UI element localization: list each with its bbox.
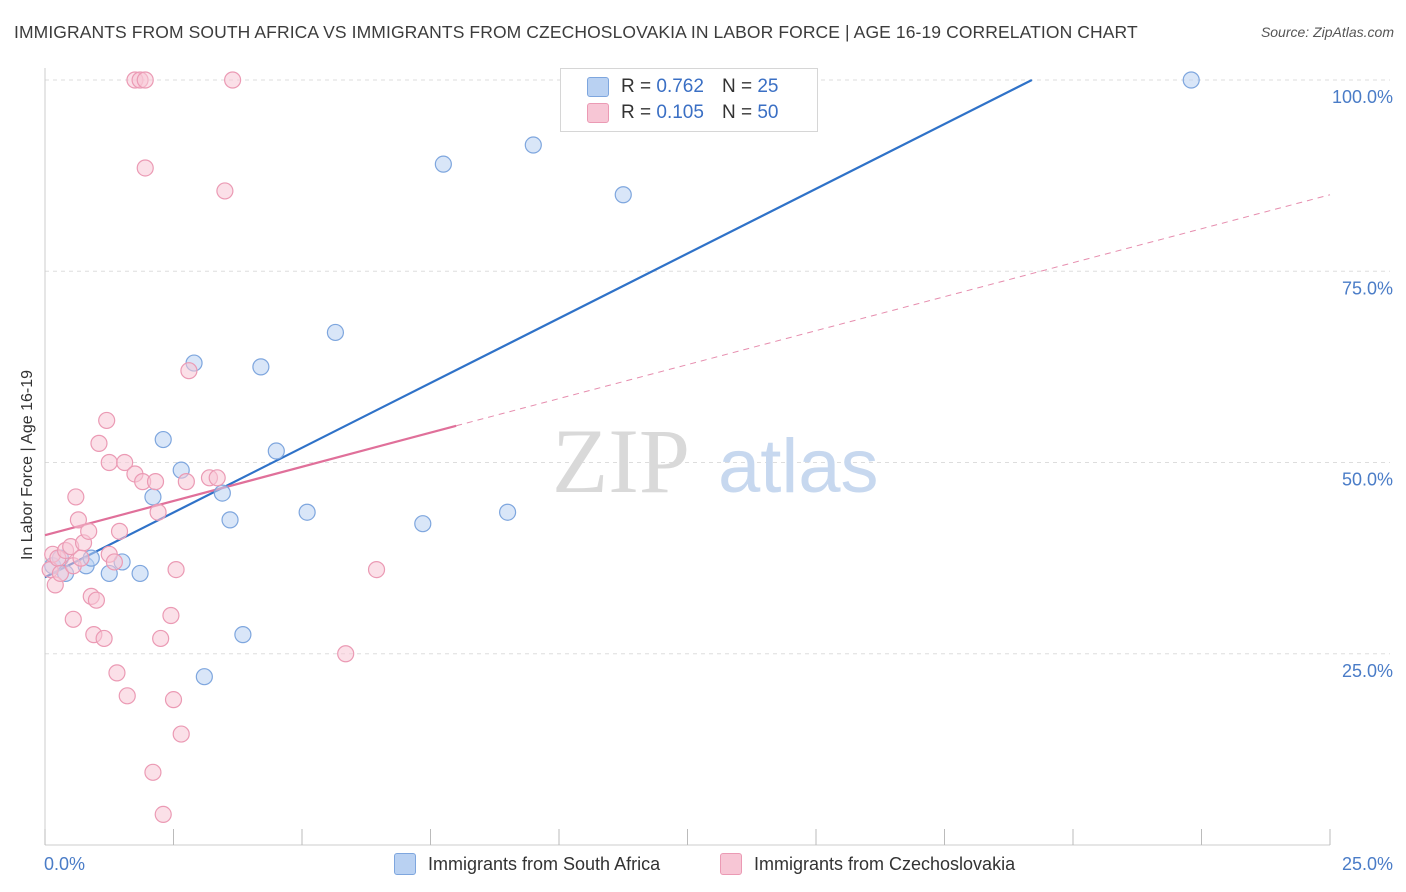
point-czechoslovakia (105, 553, 123, 571)
legend-n-label: N = (721, 76, 753, 97)
point-south-africa (252, 358, 270, 376)
point-czechoslovakia (95, 629, 113, 648)
point-czechoslovakia (337, 645, 355, 663)
point-south-africa (524, 136, 542, 154)
legend-item-south-africa: Immigrants from South Africa (394, 852, 660, 876)
legend-r-value: 0.105 (656, 102, 704, 123)
trend-extension-czechoslovakia (456, 194, 1331, 427)
point-czechoslovakia (180, 362, 198, 380)
point-czechoslovakia (100, 453, 118, 472)
legend-n-value: 25 (757, 76, 779, 97)
tick-labels: 25.0% 50.0% 75.0% 100.0% 0.0% 25.0% (44, 87, 1393, 874)
point-south-africa (221, 511, 239, 529)
point-czechoslovakia (154, 805, 172, 824)
legend-row-south-africa: R = 0.762 N = 25 (587, 75, 778, 99)
point-czechoslovakia (144, 763, 162, 781)
point-czechoslovakia (136, 71, 154, 89)
legend-n-label: N = (721, 102, 753, 123)
point-south-africa (499, 503, 517, 521)
y-tick-label: 100.0% (1332, 87, 1393, 107)
point-south-africa (298, 503, 316, 521)
point-south-africa (326, 323, 345, 342)
y-tick-label: 50.0% (1342, 470, 1393, 490)
watermark: ZIP atlas (552, 410, 879, 512)
point-south-africa (213, 484, 231, 502)
point-czechoslovakia (146, 473, 165, 491)
point-czechoslovakia (224, 71, 242, 89)
point-south-africa (195, 668, 213, 686)
point-czechoslovakia (164, 691, 183, 709)
point-czechoslovakia (177, 473, 195, 491)
x-tick-label: 25.0% (1342, 854, 1393, 874)
trend-lines (44, 79, 1331, 579)
legend-swatch-blue (587, 77, 609, 97)
point-czechoslovakia (167, 560, 185, 579)
point-south-africa (154, 430, 172, 449)
legend-swatch-blue (394, 853, 416, 875)
point-czechoslovakia (162, 606, 180, 625)
source-label: Source: ZipAtlas.com (1260, 24, 1394, 40)
legend-label: Immigrants from Czechoslovakia (754, 853, 1016, 874)
chart-title: IMMIGRANTS FROM SOUTH AFRICA VS IMMIGRAN… (14, 22, 1138, 42)
point-south-africa (414, 515, 432, 533)
point-czechoslovakia (80, 522, 98, 540)
legend-row-czechoslovakia: R = 0.105 N = 50 (587, 101, 778, 125)
grid-lines (45, 79, 1390, 655)
axes (44, 68, 1331, 846)
point-south-africa (434, 155, 452, 173)
point-czechoslovakia (69, 511, 88, 529)
legend-r-label: R = (621, 76, 652, 97)
point-czechoslovakia (208, 469, 226, 487)
point-south-africa (144, 488, 162, 506)
data-points (41, 71, 1200, 824)
watermark-zip: ZIP (552, 410, 690, 512)
point-czechoslovakia (64, 610, 82, 628)
point-czechoslovakia (118, 687, 136, 705)
point-czechoslovakia (116, 453, 134, 472)
legend-swatch-pink (720, 853, 742, 875)
point-czechoslovakia (136, 159, 154, 177)
point-czechoslovakia (51, 564, 70, 583)
legend-label: Immigrants from South Africa (428, 853, 661, 874)
legend-item-czechoslovakia: Immigrants from Czechoslovakia (720, 852, 1015, 876)
point-czechoslovakia (216, 182, 234, 200)
point-czechoslovakia (172, 725, 190, 743)
legend-n-value: 50 (757, 102, 779, 123)
point-czechoslovakia (67, 488, 85, 506)
point-czechoslovakia (87, 591, 106, 609)
point-czechoslovakia (152, 629, 170, 648)
legend-r-value: 0.762 (656, 76, 704, 97)
point-south-africa (131, 564, 149, 583)
point-czechoslovakia (110, 522, 129, 540)
point-czechoslovakia (90, 434, 108, 452)
stats-legend: R = 0.762 N = 25 R = 0.105 N = 50 (560, 68, 818, 132)
point-south-africa (614, 186, 632, 204)
y-tick-label: 25.0% (1342, 661, 1393, 681)
point-south-africa (1182, 71, 1200, 89)
point-south-africa (267, 442, 285, 460)
legend-r-label: R = (621, 102, 652, 123)
watermark-atlas: atlas (718, 424, 879, 509)
point-czechoslovakia (108, 664, 126, 682)
point-czechoslovakia (367, 560, 386, 579)
point-czechoslovakia (72, 549, 90, 567)
trend-line-czechoslovakia (44, 424, 457, 537)
y-tick-label: 75.0% (1342, 278, 1393, 298)
point-south-africa (234, 626, 252, 644)
y-axis-label: In Labor Force | Age 16-19 (19, 369, 36, 561)
trend-line-south-africa (44, 79, 1033, 579)
x-tick-label: 0.0% (44, 854, 85, 874)
point-czechoslovakia (149, 503, 167, 521)
legend-swatch-pink (587, 103, 609, 123)
point-czechoslovakia (98, 411, 116, 430)
